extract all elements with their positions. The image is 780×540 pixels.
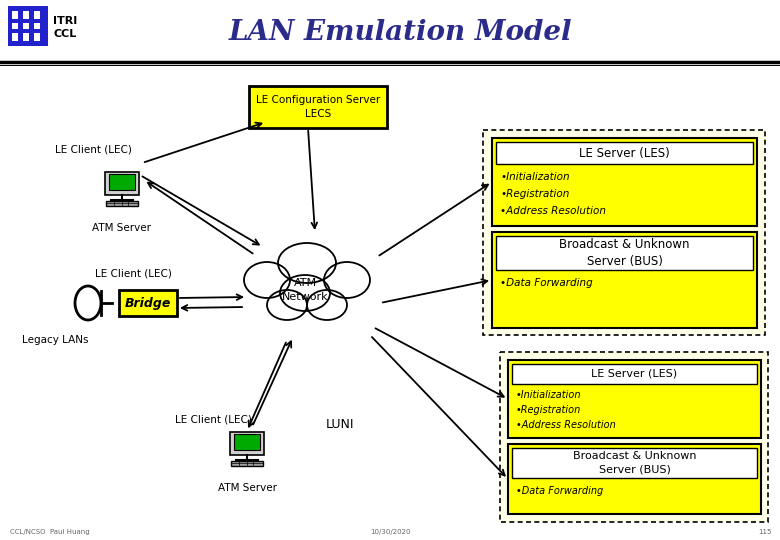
Bar: [496, 236, 753, 270]
Text: •Initialization: •Initialization: [516, 390, 582, 400]
Bar: [8, 6, 48, 46]
Text: 10/30/2020: 10/30/2020: [370, 529, 410, 535]
Bar: [108, 174, 135, 190]
Text: 115: 115: [759, 529, 772, 535]
Bar: [500, 352, 768, 522]
Bar: [512, 448, 757, 478]
Bar: [34, 11, 40, 41]
Text: •Initialization: •Initialization: [500, 172, 569, 182]
Ellipse shape: [280, 275, 330, 311]
Bar: [105, 172, 139, 194]
Bar: [492, 232, 757, 328]
Bar: [492, 138, 757, 226]
Text: LE Server (LES): LE Server (LES): [579, 146, 670, 159]
Text: •Registration: •Registration: [500, 189, 569, 199]
Bar: [508, 360, 761, 438]
Text: •Data Forwarding: •Data Forwarding: [516, 486, 603, 496]
Ellipse shape: [307, 290, 347, 320]
Text: LE Configuration Server
LECS: LE Configuration Server LECS: [256, 96, 380, 119]
Text: CCL/NCSO  Paul Huang: CCL/NCSO Paul Huang: [10, 529, 90, 535]
Text: Broadcast & Unknown
Server (BUS): Broadcast & Unknown Server (BUS): [573, 451, 697, 475]
Text: ATM
Network: ATM Network: [282, 279, 328, 302]
Bar: [508, 444, 761, 514]
Ellipse shape: [267, 290, 307, 320]
Bar: [119, 290, 177, 316]
Text: LAN Emulation Model: LAN Emulation Model: [229, 19, 572, 46]
Bar: [12, 11, 18, 41]
Text: •Data Forwarding: •Data Forwarding: [500, 278, 593, 288]
Text: ATM Server: ATM Server: [93, 223, 151, 233]
Text: LUNI: LUNI: [326, 418, 354, 431]
Bar: [10, 19, 46, 23]
Text: Bridge: Bridge: [125, 296, 171, 309]
Text: Broadcast & Unknown
Server (BUS): Broadcast & Unknown Server (BUS): [559, 238, 690, 268]
Bar: [232, 461, 263, 466]
Ellipse shape: [244, 262, 290, 298]
Text: Legacy LANs: Legacy LANs: [22, 335, 88, 345]
Text: LE Server (LES): LE Server (LES): [591, 369, 678, 379]
Text: ATM Server: ATM Server: [218, 483, 276, 493]
Ellipse shape: [278, 243, 336, 283]
Text: LE Client (LEC): LE Client (LEC): [175, 415, 252, 425]
Bar: [10, 29, 46, 33]
Bar: [483, 130, 765, 335]
Bar: [249, 86, 387, 128]
Text: •Registration: •Registration: [516, 405, 581, 415]
Text: LE Client (LEC): LE Client (LEC): [95, 268, 172, 278]
Bar: [496, 142, 753, 164]
Bar: [23, 11, 29, 41]
Text: •Address Resolution: •Address Resolution: [500, 206, 606, 216]
Bar: [106, 201, 137, 206]
Bar: [234, 434, 261, 450]
Bar: [512, 364, 757, 384]
Ellipse shape: [75, 286, 101, 320]
Text: LE Client (LEC): LE Client (LEC): [55, 145, 132, 155]
Text: ITRI
CCL: ITRI CCL: [53, 16, 77, 39]
Bar: [230, 432, 264, 455]
Text: •Address Resolution: •Address Resolution: [516, 420, 615, 430]
Ellipse shape: [324, 262, 370, 298]
